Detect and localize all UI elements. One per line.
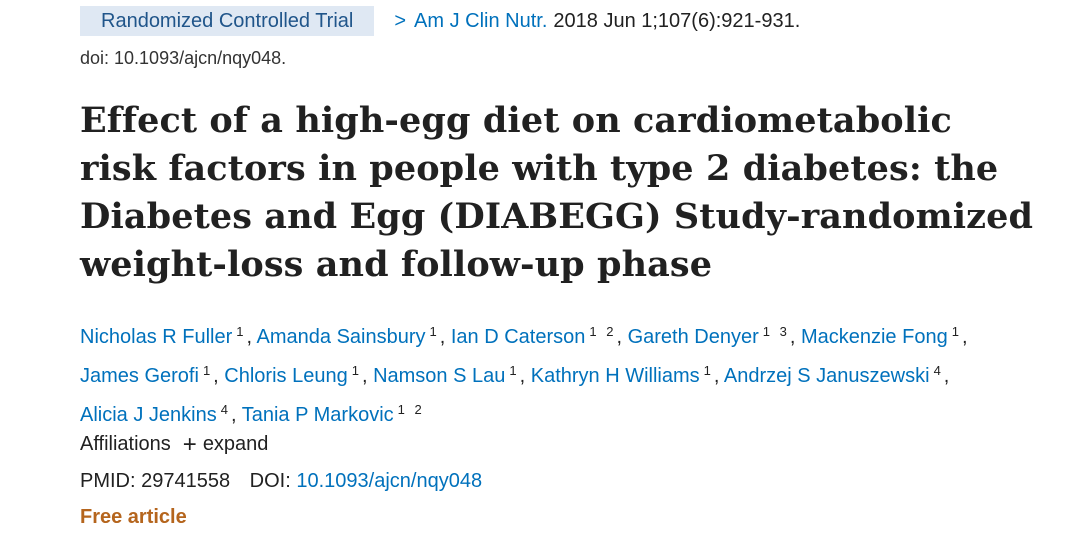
authors-list: Nicholas R Fuller 1, Amanda Sainsbury 1, I… — [80, 324, 968, 426]
affiliation-ref[interactable]: 1 — [236, 324, 247, 339]
expand-label[interactable]: expand — [202, 433, 269, 455]
article-meta-row: Randomized Controlled Trial > Am J Clin … — [80, 6, 800, 36]
author-item: Alicia J Jenkins 4 — [80, 402, 231, 426]
author-item: Ian D Caterson 1 2 — [450, 324, 617, 348]
author-item: Nicholas R Fuller 1 — [80, 324, 247, 348]
pmid-value: 29741558 — [141, 470, 231, 492]
affiliations-label: Affiliations — [80, 433, 171, 455]
author-item: Chloris Leung 1 — [224, 363, 362, 387]
affiliation-ref[interactable]: 1 — [703, 363, 714, 378]
journal-link[interactable]: Am J Clin Nutr. — [414, 9, 548, 32]
author-link[interactable]: Tania P Markovic — [241, 404, 394, 426]
pmid-label: PMID: — [80, 470, 136, 492]
doi-link[interactable]: 10.1093/ajcn/nqy048 — [296, 470, 483, 492]
affiliation-ref[interactable]: 1 — [351, 363, 362, 378]
author-link[interactable]: Gareth Denyer — [627, 326, 759, 348]
author-item: Tania P Markovic 1 2 — [241, 402, 425, 426]
article-identifiers: PMID: 29741558 DOI: 10.1093/ajcn/nqy048 — [80, 470, 482, 493]
author-item: Gareth Denyer 1 3 — [627, 324, 790, 348]
author-link[interactable]: Kathryn H Williams — [530, 365, 700, 387]
affiliation-ref[interactable]: 1 2 — [589, 324, 617, 339]
affiliation-ref[interactable]: 1 3 — [762, 324, 790, 339]
affiliation-ref[interactable]: 1 — [951, 324, 962, 339]
author-link[interactable]: Amanda Sainsbury — [256, 326, 426, 348]
article-title: Effect of a high-egg diet on cardiometab… — [80, 100, 1034, 285]
author-link[interactable]: Mackenzie Fong — [800, 326, 948, 348]
author-link[interactable]: Andrzej S Januszewski — [723, 365, 930, 387]
affiliations-toggle[interactable]: Affiliations + expand — [80, 430, 269, 458]
affiliation-ref[interactable]: 1 2 — [397, 402, 425, 417]
doi-label: DOI: — [249, 470, 291, 492]
affiliation-ref[interactable]: 1 — [429, 324, 440, 339]
affiliation-ref[interactable]: 4 — [220, 402, 231, 417]
author-link[interactable]: Namson S Lau — [373, 365, 506, 387]
doi-line: doi: 10.1093/ajcn/nqy048. — [80, 48, 287, 68]
author-item: Andrzej S Januszewski 4 — [723, 363, 944, 387]
author-link[interactable]: Chloris Leung — [224, 365, 348, 387]
author-item: Mackenzie Fong 1 — [800, 324, 962, 348]
chevron-right-icon: > — [394, 9, 407, 32]
plus-icon: + — [182, 430, 197, 458]
affiliation-ref[interactable]: 1 — [509, 363, 520, 378]
author-item: Namson S Lau 1 — [373, 363, 520, 387]
affiliation-ref[interactable]: 1 — [202, 363, 214, 378]
free-article-label: Free article — [80, 506, 187, 528]
author-item: Amanda Sainsbury 1 — [256, 324, 440, 348]
publication-type-badge[interactable]: Randomized Controlled Trial — [80, 6, 375, 36]
author-link[interactable]: James Gerofi — [80, 365, 199, 387]
author-item: Kathryn H Williams 1 — [530, 363, 714, 387]
citation-details: 2018 Jun 1;107(6):921-931. — [553, 9, 801, 32]
author-link[interactable]: Ian D Caterson — [450, 326, 586, 348]
author-link[interactable]: Nicholas R Fuller — [80, 326, 233, 348]
affiliation-ref[interactable]: 4 — [933, 363, 944, 378]
author-item: James Gerofi 1 — [80, 363, 214, 387]
author-link[interactable]: Alicia J Jenkins — [80, 404, 217, 426]
